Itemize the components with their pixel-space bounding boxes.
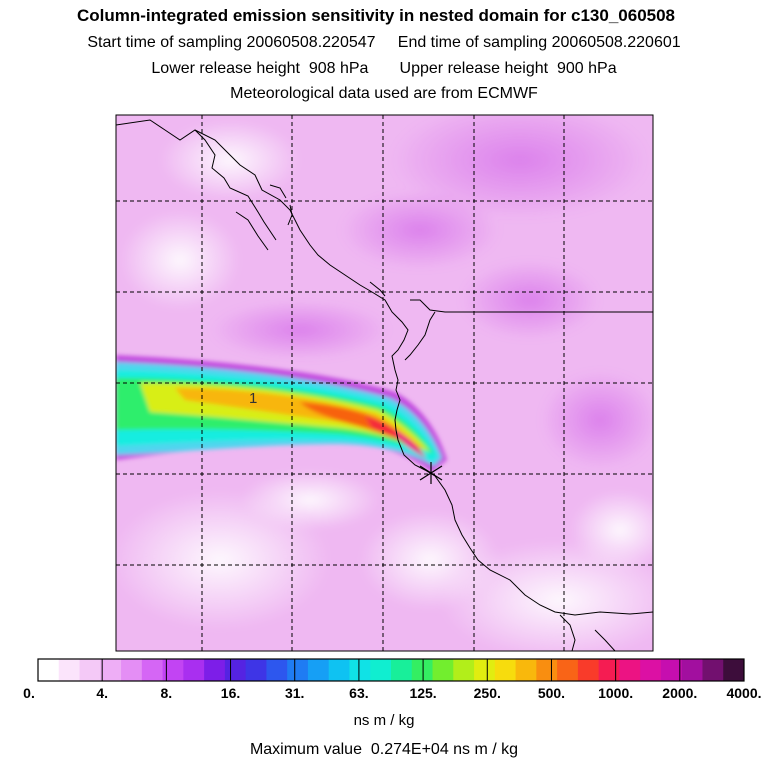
colorbar-swatch [515,659,537,681]
colorbar-swatch [660,659,683,681]
colorbar-swatch [494,659,517,681]
colorbar-swatch [100,659,122,681]
colorbar-swatch [38,659,60,681]
colorbar-swatch [141,659,164,681]
colorbar-swatch [79,659,101,681]
colorbar-swatch [536,659,558,681]
emission-plume [116,355,447,472]
plot-title: Column-integrated emission sensitivity i… [76,6,676,25]
colorbar-swatch [577,659,600,681]
map-panel: 1 [116,115,653,651]
colorbar [37,659,745,681]
colorbar-swatch [557,659,579,681]
max-value-label: Maximum value 0.274E+04 ns m / kg [249,741,519,758]
colorbar-swatch [204,659,226,681]
colorbar-tick-label: 250. [473,685,501,701]
release-point-marker [419,462,443,484]
colorbar-swatch [640,659,662,681]
colorbar-swatch [307,659,330,681]
colorbar-tick-label: 8. [160,685,173,701]
map-frame [115,114,654,652]
colorbar-swatch [702,659,724,681]
contour-label: 1 [249,390,257,407]
colorbar-tick-label: 125. [409,685,437,701]
colorbar-swatch [453,659,475,681]
colorbar-frame [37,658,745,682]
colorbar-swatch [287,659,309,681]
colorbar-tick-label: 1000. [598,685,634,701]
colorbar-swatch [391,659,413,681]
colorbar-swatch [681,659,703,681]
colorbar-swatch [121,659,143,681]
release-height-line: Lower release height 908 hPa Upper relea… [151,60,617,77]
coastline [116,119,653,651]
colorbar-swatch [598,659,620,681]
meteo-data-line: Meteorological data used are from ECMWF [230,85,538,102]
colorbar-tick-label: 31. [284,685,305,701]
colorbar-swatch [183,659,205,681]
sensitivity-texture [116,115,653,651]
colorbar-swatch [266,659,288,681]
colorbar-swatch [474,659,496,681]
colorbar-tick-label: 16. [220,685,241,701]
colorbar-swatch [328,659,350,681]
colorbar-swatch [58,659,81,681]
colorbar-swatch [162,659,184,681]
colorbar-tick-label: 2000. [662,685,698,701]
sampling-time-line: Start time of sampling 20060508.220547 E… [87,34,681,51]
colorbar-tick-label: 63. [349,685,369,701]
colorbar-tick-label: 4. [96,685,109,701]
colorbar-swatch [224,659,247,681]
lat-lon-grid [116,115,653,651]
colorbar-swatch [370,659,392,681]
colorbar-tick-label: 500. [537,685,566,701]
colorbar-swatch [723,659,745,681]
colorbar-swatch [432,659,454,681]
colorbar-swatch [245,659,267,681]
colorbar-swatch [619,659,641,681]
colorbar-swatch [349,659,371,681]
colorbar-tick-label: 4000. [726,685,762,701]
colorbar-units: ns m / kg [353,712,415,729]
colorbar-tick-label: 0. [23,685,35,701]
colorbar-swatch [411,659,434,681]
